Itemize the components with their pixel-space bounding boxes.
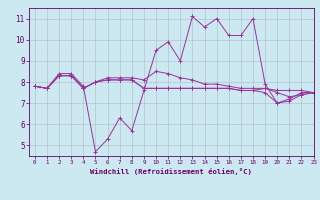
X-axis label: Windchill (Refroidissement éolien,°C): Windchill (Refroidissement éolien,°C) <box>90 168 252 175</box>
